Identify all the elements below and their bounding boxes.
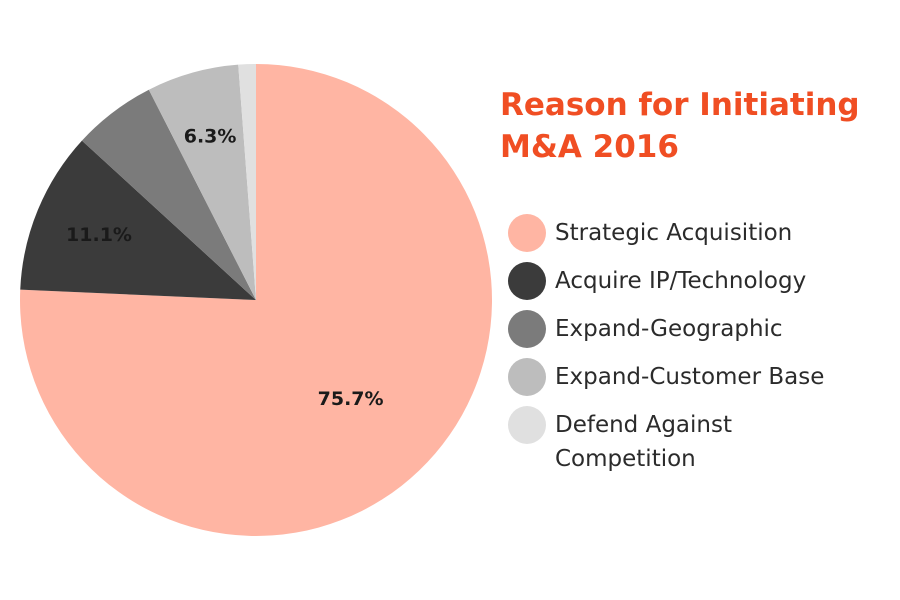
legend-item-expand-customer-base: Expand-Customer Base (508, 358, 888, 396)
legend-label-expand-geographic: Expand-Geographic (555, 316, 783, 342)
pie-slice-acquire-ip-technology (20, 140, 257, 300)
legend-swatch-acquire-ip-technology (508, 262, 546, 300)
legend-swatch-expand-geographic (508, 310, 546, 348)
chart-title-line-2: M&A 2016 (500, 129, 679, 165)
pie-slices (20, 63, 493, 537)
pie-slice-strategic-acquisition (20, 64, 493, 537)
pie-slice-label-acquire-ip-technology: 11.1% (66, 224, 132, 246)
legend-swatch-defend-against-competition (508, 406, 546, 444)
legend-label-line-1: Defend Against (555, 412, 732, 438)
legend-label-strategic-acquisition: Strategic Acquisition (555, 220, 793, 246)
legend-item-expand-geographic: Expand-Geographic (508, 310, 888, 348)
pie-slice-defend-against-competition (238, 63, 256, 300)
pie-slice-expand-geographic (81, 89, 256, 300)
legend-item-defend-against-competition: Defend Against Competition (508, 406, 888, 476)
legend-swatch-expand-customer-base (508, 358, 546, 396)
legend-item-strategic-acquisition: Strategic Acquisition (508, 214, 888, 252)
legend: Strategic Acquisition Acquire IP/Technol… (508, 214, 888, 486)
pie-slice-expand-customer-base (148, 64, 256, 300)
pie-slice-labels: 75.7% 11.1% 6.3% (66, 125, 384, 410)
pie-slice-label-expand-customer-base: 6.3% (184, 125, 237, 147)
legend-label-acquire-ip-technology: Acquire IP/Technology (555, 268, 807, 294)
legend-label-line-2: Competition (555, 446, 696, 472)
chart-title: Reason for Initiating M&A 2016 (500, 84, 890, 168)
chart-title-line-1: Reason for Initiating (500, 87, 860, 123)
legend-label-defend-against-competition: Defend Against Competition (555, 406, 732, 476)
legend-item-acquire-ip-technology: Acquire IP/Technology (508, 262, 888, 300)
pie-slice-label-strategic-acquisition: 75.7% (318, 388, 384, 410)
legend-swatch-strategic-acquisition (508, 214, 546, 252)
legend-label-expand-customer-base: Expand-Customer Base (555, 364, 825, 390)
